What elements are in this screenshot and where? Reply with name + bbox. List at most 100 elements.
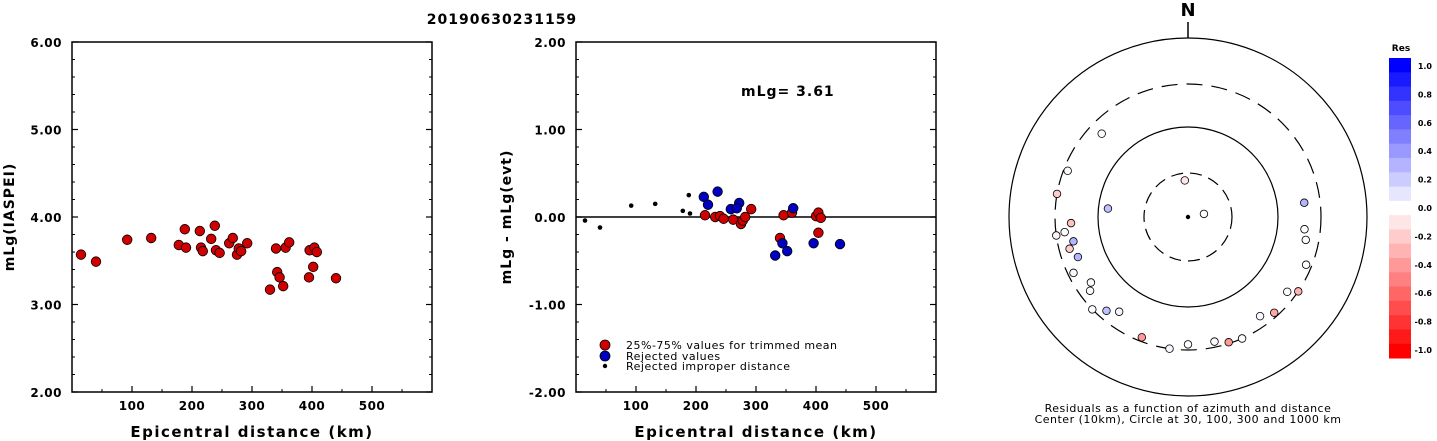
x-tick-label: 500 [863,399,890,413]
data-point [227,232,239,244]
x-axis-label: Epicentral distance (km) [634,423,877,441]
data-point [311,246,323,258]
axis-ticks: 100 200 300 400 500 2.00 1.00 0.00 -1.00 -2.00 [529,36,936,413]
colorbar-cell [1389,129,1411,145]
north-label: N [1180,0,1195,21]
colorbar-tick-label: -0.2 [1415,232,1433,241]
mean-magnitude-annotation: mLg= 3.61 [741,84,835,100]
station-marker [1183,340,1193,349]
data-point [777,238,788,249]
colorbar-tick-label: -1.0 [1415,346,1433,355]
colorbar-tick-label: -0.4 [1415,261,1433,270]
colorbar-tick-labels: 1.0 0.8 0.6 0.4 0.2 0.0 -0.2 -0.4 -0.6 -0.8 -1.0 [1415,62,1433,355]
axis-ticks: 100 200 300 400 500 6.00 5.00 4.00 3.00 2.00 [30,36,432,413]
station-marker [1165,344,1174,353]
colorbar-tick-label: 0.6 [1418,119,1433,128]
station-marker [1065,244,1074,253]
data-point [815,212,827,224]
station-marker [1063,166,1072,176]
x-tick-label: 400 [803,399,830,413]
station-marker [1086,278,1096,287]
y-tick-label: 2.00 [534,36,566,50]
y-tick-label: 2.00 [30,386,62,400]
station-marker [1066,218,1076,228]
data-point [194,225,206,237]
data-point [770,250,781,261]
station-marker [1073,252,1083,262]
data-point [746,203,757,215]
x-tick-label: 300 [239,399,266,413]
data-point [652,201,658,207]
data-point [241,238,253,249]
data-point [209,220,221,231]
residual-colorbar: Res 1.0 0.8 0.6 0.4 0.2 0.0 -0.2 -0.4 -0.6 -0.8 -1… [1389,44,1432,359]
station-marker [1180,176,1190,185]
colorbar-cell [1389,86,1411,102]
data-point [264,284,276,295]
station-marker [1103,204,1113,213]
data-points [582,186,846,261]
polar-caption-line1: Residuals as a function of azimuth and d… [1045,402,1332,415]
colorbar-cell [1389,72,1411,88]
data-point [740,211,751,223]
y-tick-label: 0.00 [534,211,566,225]
colorbar-cell [1389,258,1411,273]
station-marker [1300,198,1309,207]
y-tick-label: 4.00 [30,211,62,225]
y-axis-label: mLg - mLg(evt) [499,150,515,285]
ring-30km [1143,172,1233,262]
station-marker [1102,306,1111,315]
residual-vs-distance-panel: 100 200 300 400 500 2.00 1.00 0.00 -1.00 -2.00 mL… [499,36,937,441]
colorbar-cells [1389,58,1411,359]
station-marker [1085,286,1095,295]
colorbar-tick-label: -0.6 [1415,289,1433,298]
colorbar-cell [1389,100,1411,116]
epicenter-marker [1185,214,1191,220]
data-point [121,234,133,245]
station-marker [1300,225,1309,234]
x-tick-label: 500 [359,399,386,413]
legend: 25%-75% values for trimmed mean Rejected… [599,339,838,373]
data-point [308,261,319,273]
station-markers [1052,129,1311,353]
data-point [145,232,157,244]
colorbar-cell [1389,300,1411,316]
data-point [687,211,693,216]
data-point [686,192,692,198]
data-point [75,249,87,260]
colorbar-cell [1389,172,1411,188]
colorbar-cell [1389,243,1411,259]
x-tick-label: 400 [299,399,326,413]
data-point [597,225,603,230]
legend-label-rejected: Rejected values [626,350,721,363]
station-marker [1114,307,1124,316]
colorbar-cell [1389,272,1411,288]
station-marker [1088,305,1097,314]
colorbar-tick-label: -0.8 [1415,318,1433,327]
colorbar-cell [1389,329,1411,345]
station-marker [1060,227,1069,237]
data-point [628,203,634,208]
data-point [582,218,588,223]
data-point [330,273,342,284]
colorbar-tick-label: 0.2 [1418,176,1432,185]
colorbar-cell [1389,286,1411,302]
station-marker [1052,231,1061,240]
colorbar-cell [1389,186,1411,202]
x-tick-label: 100 [119,399,146,413]
station-marker [1069,237,1078,246]
legend-marker-rejected [599,350,611,362]
data-point [197,245,209,257]
y-tick-label: 5.00 [30,124,62,138]
ring-100km [1097,126,1279,308]
data-point [284,237,295,248]
x-axis-label: Epicentral distance (km) [130,423,373,441]
colorbar-tick-label: 0.8 [1418,90,1433,99]
station-marker [1097,129,1106,138]
legend-marker-trimmed-mean [599,339,611,351]
legend-label-trimmed-mean: 25%-75% values for trimmed mean [626,339,838,352]
data-point [699,210,711,221]
legend-label-improper-distance: Rejected improper distance [626,360,791,373]
y-tick-label: -1.00 [529,299,566,313]
